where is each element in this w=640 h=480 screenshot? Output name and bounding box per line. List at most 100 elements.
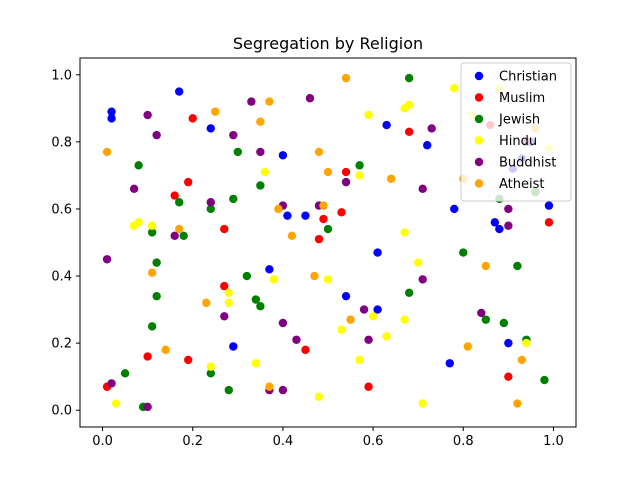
- point-hindu: [134, 218, 143, 227]
- point-hindu: [323, 275, 333, 284]
- point-atheist: [202, 298, 211, 308]
- point-buddhist: [427, 124, 436, 133]
- point-muslim: [184, 177, 193, 187]
- point-atheist: [147, 268, 157, 277]
- point-christian: [495, 224, 504, 234]
- chart-title: Segregation by Religion: [233, 34, 423, 53]
- point-muslim: [170, 191, 179, 200]
- point-jewish: [147, 228, 157, 237]
- legend-box: [460, 62, 572, 202]
- point-muslim: [544, 218, 554, 227]
- point-hindu: [368, 312, 378, 321]
- point-atheist: [319, 201, 328, 210]
- x-tick-label: 0.4: [273, 434, 294, 449]
- point-jewish: [179, 231, 188, 240]
- point-jewish: [540, 375, 549, 385]
- point-jewish: [206, 204, 215, 214]
- point-muslim: [314, 234, 324, 244]
- point-muslim: [184, 355, 193, 365]
- point-atheist: [161, 345, 170, 355]
- point-atheist: [274, 204, 283, 214]
- point-hindu: [269, 275, 279, 284]
- point-muslim: [143, 352, 152, 361]
- point-hindu: [206, 362, 215, 371]
- point-buddhist: [418, 184, 427, 194]
- point-buddhist: [292, 335, 301, 344]
- point-christian: [265, 265, 274, 274]
- y-tick-label: 0.0: [51, 404, 72, 419]
- y-tick-label: 0.6: [51, 202, 72, 217]
- point-atheist: [287, 231, 297, 240]
- x-axis: 0.0 0.2 0.4 0.6 0.8 1.0: [92, 427, 564, 449]
- point-muslim: [220, 281, 229, 291]
- point-muslim: [301, 345, 310, 355]
- point-jewish: [323, 224, 333, 234]
- legend: Christian Muslim Jewish Hindu Buddhist Atheis…: [460, 62, 572, 202]
- x-tick-label: 0.8: [453, 434, 474, 449]
- point-atheist: [517, 355, 527, 365]
- point-jewish: [152, 258, 161, 267]
- point-jewish: [134, 161, 143, 170]
- point-buddhist: [256, 147, 265, 157]
- point-jewish: [206, 369, 215, 378]
- point-buddhist: [477, 308, 486, 318]
- point-buddhist: [129, 184, 139, 194]
- legend-label: Jewish: [498, 113, 540, 128]
- point-jewish: [251, 295, 261, 304]
- legend-label: Muslim: [499, 91, 545, 106]
- point-muslim: [220, 224, 229, 234]
- legend-marker: [474, 114, 484, 124]
- point-buddhist: [305, 94, 315, 103]
- plot-frame: [79, 57, 577, 428]
- point-jewish: [152, 291, 161, 301]
- point-atheist: [265, 382, 274, 391]
- point-atheist: [463, 342, 472, 351]
- x-tick-label: 0.0: [92, 434, 113, 449]
- point-atheist: [175, 224, 184, 234]
- point-hindu: [224, 298, 233, 308]
- point-buddhist: [143, 402, 152, 412]
- legend-marker: [474, 179, 484, 188]
- point-jewish: [256, 302, 265, 311]
- y-tick-label: 0.2: [51, 337, 72, 352]
- point-hindu: [382, 332, 391, 341]
- point-christian: [544, 201, 554, 210]
- point-atheist: [211, 107, 220, 116]
- point-jewish: [147, 322, 157, 331]
- point-jewish: [224, 385, 233, 395]
- point-atheist: [102, 147, 112, 157]
- point-christian: [450, 204, 459, 214]
- point-christian: [445, 359, 454, 368]
- legend-label: Buddhist: [499, 156, 556, 171]
- y-axis: 0.0 0.2 0.4 0.6 0.8 1.0: [51, 68, 80, 419]
- point-hindu: [418, 399, 427, 408]
- legend-marker: [474, 157, 484, 167]
- point-muslim: [364, 382, 373, 391]
- y-tick-label: 0.4: [51, 270, 72, 285]
- point-jewish: [242, 271, 252, 281]
- point-hindu: [337, 325, 346, 334]
- x-tick-label: 1.0: [543, 434, 564, 449]
- point-christian: [373, 248, 382, 257]
- point-buddhist: [341, 177, 351, 187]
- point-atheist: [265, 97, 274, 106]
- point-buddhist: [102, 255, 112, 264]
- point-atheist: [481, 261, 491, 271]
- point-buddhist: [206, 198, 215, 207]
- point-christian: [229, 342, 238, 351]
- point-buddhist: [247, 97, 256, 106]
- point-hindu: [404, 100, 414, 110]
- point-christian: [278, 151, 288, 160]
- point-hindu: [147, 221, 157, 230]
- point-hindu: [224, 288, 233, 298]
- point-buddhist: [143, 110, 152, 120]
- point-atheist: [341, 73, 351, 83]
- point-jewish: [513, 261, 522, 271]
- point-buddhist: [418, 275, 427, 284]
- point-christian: [301, 211, 310, 220]
- legend-marker: [474, 71, 484, 81]
- point-muslim: [341, 167, 351, 177]
- point-christian: [504, 338, 513, 348]
- point-christian: [107, 114, 116, 123]
